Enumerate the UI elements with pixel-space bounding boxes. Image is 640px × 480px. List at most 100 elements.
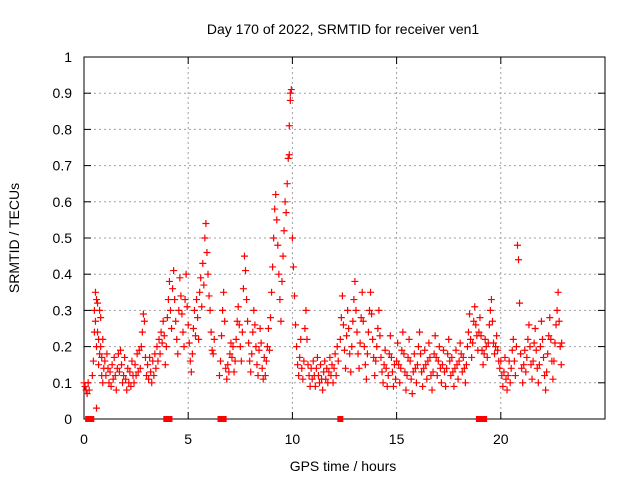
data-point — [400, 350, 408, 358]
data-point — [97, 314, 105, 322]
data-point — [481, 335, 489, 343]
y-tick-label: 0.2 — [53, 339, 73, 355]
data-point — [551, 339, 559, 347]
data-point — [413, 361, 421, 369]
data-point — [231, 357, 239, 365]
data-point — [530, 339, 538, 347]
data-point — [194, 314, 202, 322]
data-point — [203, 248, 211, 256]
data-point — [512, 343, 520, 351]
data-point — [532, 346, 540, 354]
data-point — [399, 328, 407, 336]
data-point — [300, 357, 308, 365]
data-point — [524, 335, 532, 343]
data-point — [366, 306, 374, 314]
data-point — [290, 292, 298, 300]
data-point — [556, 343, 564, 351]
data-point — [311, 382, 319, 390]
data-point — [113, 364, 121, 372]
data-point — [536, 343, 544, 351]
data-point — [172, 317, 180, 325]
data-point — [287, 86, 295, 94]
data-point — [104, 364, 112, 372]
data-point — [547, 335, 555, 343]
data-point — [169, 285, 177, 293]
data-point — [220, 288, 228, 296]
data-point — [346, 350, 354, 358]
data-point — [542, 386, 550, 394]
data-point — [189, 325, 197, 332]
data-point — [288, 234, 296, 242]
data-point — [222, 364, 230, 372]
data-point — [181, 296, 189, 304]
data-point — [223, 375, 231, 383]
data-point — [137, 343, 145, 351]
data-point — [394, 339, 402, 347]
data-point — [255, 346, 263, 354]
data-point — [207, 328, 215, 336]
data-point — [206, 306, 214, 314]
data-point — [425, 339, 433, 347]
data-point — [208, 346, 216, 354]
gap-marker — [475, 416, 482, 422]
data-point — [439, 346, 447, 354]
data-point — [351, 277, 359, 285]
data-point — [513, 241, 521, 249]
data-point — [238, 328, 246, 336]
data-point — [254, 372, 262, 380]
data-point — [257, 339, 265, 347]
data-point — [173, 335, 181, 343]
data-point — [393, 357, 401, 365]
data-point — [268, 288, 276, 296]
data-point — [458, 368, 466, 376]
data-point — [166, 306, 174, 314]
data-point — [174, 350, 182, 358]
data-point — [271, 205, 279, 213]
data-point — [120, 372, 128, 380]
data-point — [215, 372, 223, 380]
data-point — [124, 364, 132, 372]
data-point — [196, 288, 204, 296]
data-point — [210, 335, 218, 343]
data-point — [406, 357, 414, 365]
data-point — [136, 364, 144, 372]
data-point — [263, 343, 271, 351]
data-point — [493, 332, 501, 340]
data-point — [96, 306, 104, 314]
data-point — [449, 368, 457, 376]
data-point — [469, 339, 477, 347]
data-point — [145, 375, 153, 383]
data-point — [175, 306, 183, 314]
data-point — [83, 390, 91, 398]
data-point — [370, 353, 378, 361]
data-point — [148, 379, 156, 387]
data-point — [345, 325, 353, 332]
data-point — [437, 379, 445, 387]
data-point — [457, 350, 465, 358]
gap-marker — [481, 416, 488, 422]
data-point — [235, 321, 243, 329]
data-point — [95, 361, 103, 369]
data-point — [276, 296, 284, 304]
data-point — [280, 227, 288, 235]
data-point — [147, 368, 155, 376]
data-point — [329, 379, 337, 387]
data-point — [445, 335, 453, 343]
data-point — [119, 379, 127, 387]
data-point — [384, 372, 392, 380]
data-point — [444, 350, 452, 358]
data-point — [97, 343, 105, 351]
data-point — [328, 361, 336, 369]
data-point — [358, 288, 366, 296]
y-tick-label: 0.1 — [53, 375, 73, 391]
data-point — [453, 361, 461, 369]
data-point — [417, 350, 425, 358]
data-point — [98, 353, 106, 361]
data-point — [510, 357, 518, 365]
data-point — [218, 332, 226, 340]
data-point — [93, 404, 101, 412]
gap-markers — [85, 416, 488, 422]
data-point — [503, 386, 511, 394]
data-point — [188, 350, 196, 358]
data-point — [279, 252, 287, 260]
